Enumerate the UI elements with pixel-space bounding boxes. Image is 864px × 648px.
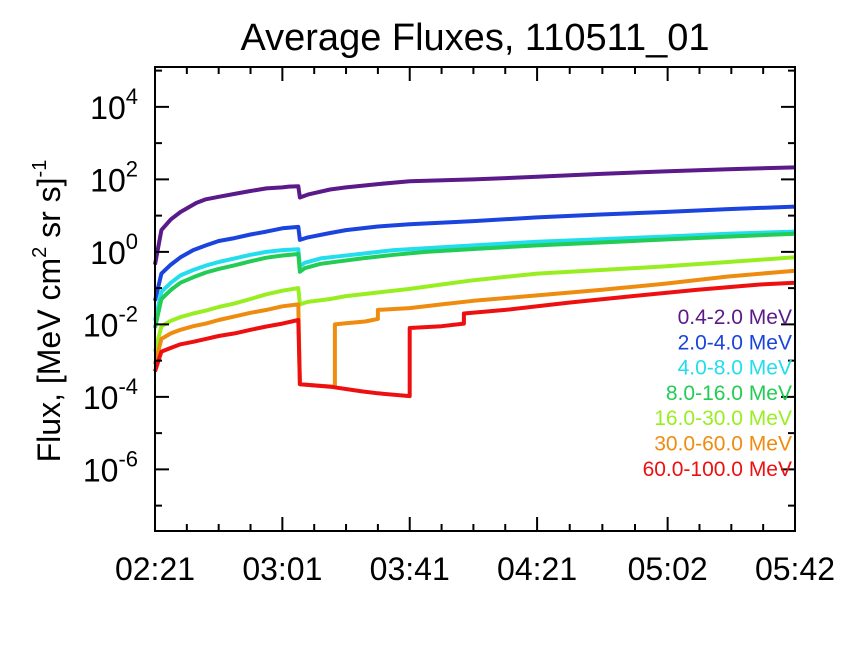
legend-entry-1: 2.0-4.0 MeV xyxy=(678,331,792,354)
y-axis-label-sup2: -1 xyxy=(29,160,51,178)
series-line-1 xyxy=(153,204,796,302)
y-axis-label: Flux, [MeV cm2 sr s]-1 xyxy=(29,160,67,463)
y-tick-label: 10-2 xyxy=(83,301,138,343)
x-tick-label: 03:41 xyxy=(370,551,450,587)
chart-title: Average Fluxes, 110511_01 xyxy=(240,17,709,59)
x-tick-label: 03:01 xyxy=(242,551,322,587)
series-line-6 xyxy=(153,280,796,399)
y-tick-label: 100 xyxy=(90,229,138,271)
x-axis: 02:21 03:01 03:41 04:21 05:02 05:42 xyxy=(115,67,835,587)
legend-entry-6: 60.0-100.0 MeV xyxy=(643,458,792,481)
legend-entry-5: 30.0-60.0 MeV xyxy=(654,433,792,456)
y-tick-label: 102 xyxy=(90,156,138,198)
y-axis: 10-6 10-4 10-2 100 102 104 xyxy=(83,69,795,507)
y-axis-label-mid: sr s] xyxy=(31,177,67,246)
legend-entry-4: 16.0-30.0 MeV xyxy=(654,407,792,430)
x-tick-label: 02:21 xyxy=(115,551,195,587)
x-tick-label: 05:02 xyxy=(628,551,708,587)
y-tick-label: 10-6 xyxy=(83,446,138,488)
x-tick-label: 05:42 xyxy=(755,551,835,587)
y-tick-label: 10-4 xyxy=(83,374,138,416)
x-tick-label: 04:21 xyxy=(497,551,577,587)
y-axis-label-main: Flux, [MeV cm xyxy=(31,258,67,462)
legend-entry-3: 8.0-16.0 MeV xyxy=(666,382,792,405)
y-tick-label: 104 xyxy=(90,84,138,126)
legend-entry-2: 4.0-8.0 MeV xyxy=(678,357,792,380)
series-line-3 xyxy=(153,231,796,329)
plot-area xyxy=(153,165,796,399)
series-line-0 xyxy=(153,165,796,265)
y-axis-label-sup1: 2 xyxy=(29,247,51,258)
legend-entry-0: 0.4-2.0 MeV xyxy=(678,306,792,329)
plot-frame xyxy=(154,66,796,532)
